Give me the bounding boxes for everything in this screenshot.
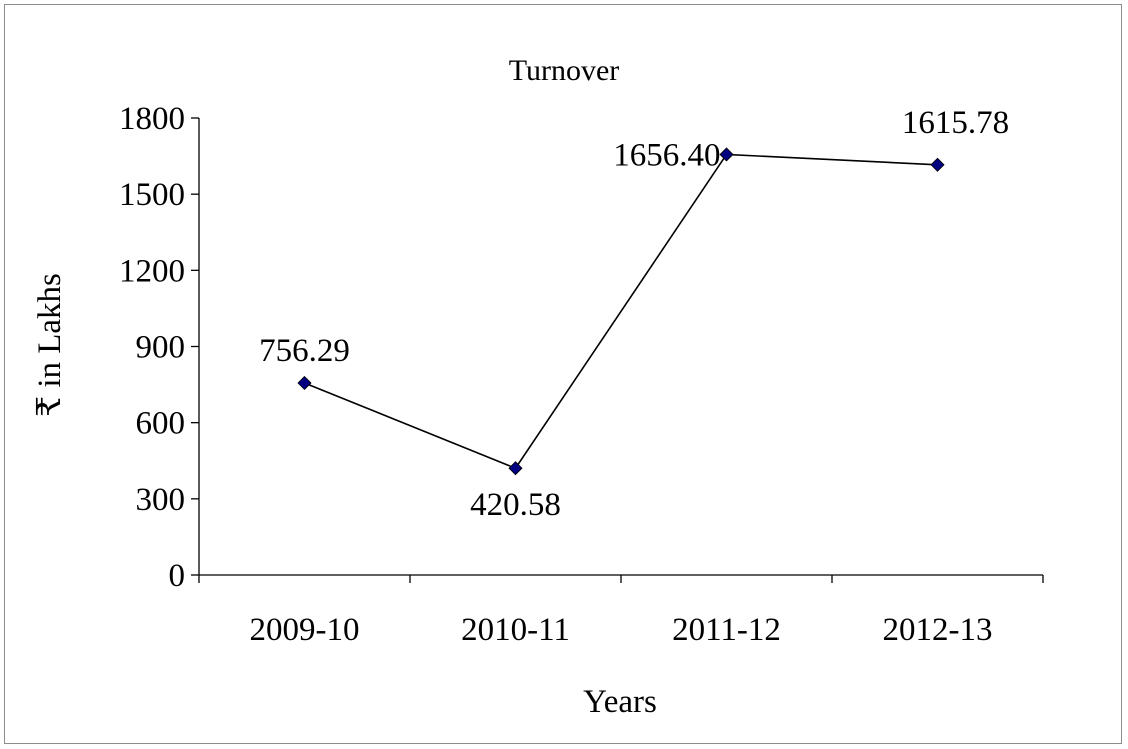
x-tick-label: 2012-13 [883,612,993,648]
data-labels: 756.29 420.58 1656.40 1615.78 [259,105,1009,523]
data-point [930,157,945,172]
x-tick-label: 2011-12 [672,612,781,648]
data-label: 1615.78 [902,105,1009,141]
x-axis-title: Years [583,684,657,720]
y-tick-label: 0 [169,558,186,594]
y-tick-label: 600 [136,406,186,442]
y-tick-label: 900 [136,330,186,366]
chart-title: Turnover [509,54,620,87]
series-group [297,147,945,476]
y-tick-label: 1800 [119,101,185,137]
y-axis: 0 300 600 900 1200 1500 1800 [119,101,200,594]
data-point [297,375,312,391]
series-line [304,153,938,470]
x-tick-label: 2010-11 [461,612,570,648]
chart-frame [4,4,1122,744]
data-label: 420.58 [470,487,561,523]
data-label: 756.29 [259,333,350,369]
x-axis: 2009-10 2010-11 2011-12 2012-13 [198,574,1044,648]
data-label: 1656.40 [613,137,720,173]
data-point [508,461,523,476]
y-tick-label: 300 [136,482,186,518]
x-tick-label: 2009-10 [250,612,360,648]
y-axis-title: ₹ in Lakhs [32,273,68,417]
y-tick-label: 1200 [119,253,185,289]
data-point [719,147,734,162]
y-tick-label: 1500 [119,177,185,213]
